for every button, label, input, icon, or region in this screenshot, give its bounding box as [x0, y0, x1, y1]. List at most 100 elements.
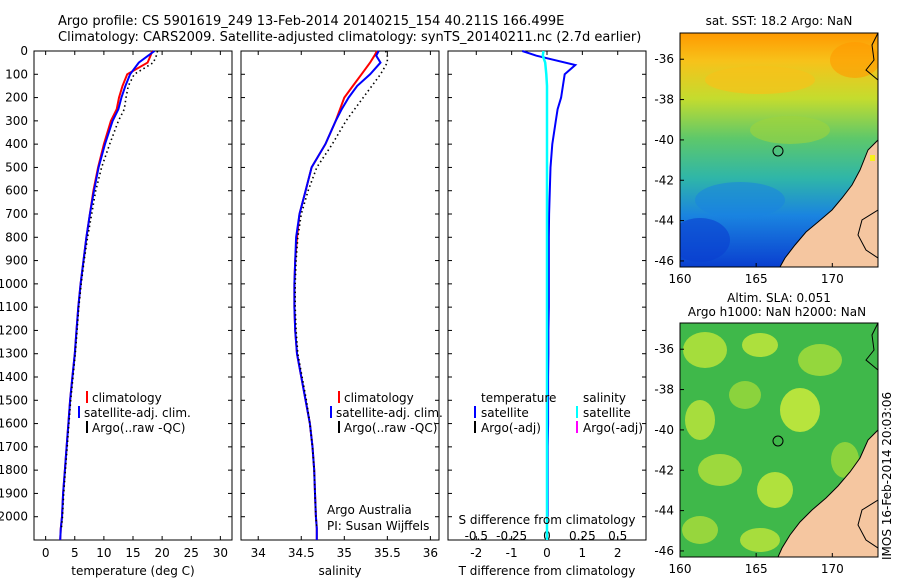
land-mass	[857, 499, 878, 549]
depth-tick-label: 1000	[0, 277, 28, 291]
lat-tick-label: -40	[654, 423, 674, 437]
lat-tick-label: -44	[654, 214, 674, 228]
land-mass	[857, 209, 878, 259]
argo-location-marker	[772, 435, 784, 447]
lat-tick-label: -46	[654, 254, 674, 268]
coastline	[865, 33, 878, 81]
lat-tick-label: -42	[654, 173, 674, 187]
legend-label: Argo(..raw -QC)	[344, 421, 437, 435]
legend-label: satellite-adj. clim.	[336, 406, 443, 420]
s-diff-tick-label: -0.25	[496, 529, 527, 543]
salinity-panel-frame	[240, 50, 440, 541]
x-tick-label: 30	[213, 546, 228, 560]
legend-swatch-argo	[338, 421, 340, 433]
lat-tick-label: -42	[654, 463, 674, 477]
argo-location-marker	[772, 145, 784, 157]
coastline	[865, 323, 878, 371]
depth-tick-label: 1500	[0, 393, 28, 407]
depth-tick-label: 400	[5, 137, 28, 151]
pi-note: PI: Susan Wijffels	[327, 519, 429, 533]
legend-label: satellite-adj. clim.	[84, 406, 191, 420]
depth-tick-label: 500	[5, 160, 28, 174]
lat-tick-label: -38	[654, 383, 674, 397]
x-tick-label: -2	[470, 546, 482, 560]
x-tick-label: 10	[96, 546, 111, 560]
sst-map-title: sat. SST: 18.2 Argo: NaN	[706, 14, 853, 28]
depth-tick-label: 1300	[0, 347, 28, 361]
x-tick-label: 15	[125, 546, 140, 560]
depth-tick-label: 2000	[0, 510, 28, 524]
depth-tick-label: 1600	[0, 417, 28, 431]
x-tick-label: 35	[337, 546, 352, 560]
climatology-title: Climatology: CARS2009. Satellite-adjuste…	[58, 30, 642, 45]
series-line-0	[59, 50, 154, 541]
depth-tick-label: 1800	[0, 463, 28, 477]
x-tick-label: 35.5	[374, 546, 401, 560]
legend-swatch-satellite	[78, 406, 80, 418]
legend-label: climatology	[344, 391, 414, 405]
lon-tick-label: 170	[821, 272, 844, 286]
x-tick-label: 0	[543, 546, 551, 560]
lat-tick-label: -36	[654, 52, 674, 66]
depth-tick-label: 800	[5, 230, 28, 244]
depth-tick-label: 700	[5, 207, 28, 221]
depth-tick-label: 1100	[0, 300, 28, 314]
series-line-0	[293, 50, 378, 540]
lon-tick-label: 165	[745, 562, 768, 576]
x-tick-label: 34.5	[288, 546, 315, 560]
legend-title-salinity: salinity	[583, 391, 626, 405]
x-tick-label: 34	[251, 546, 266, 560]
sla-map-frame	[679, 322, 879, 558]
salinity-legend: climatology satellite-adj. clim. Argo(..…	[330, 391, 443, 435]
lon-tick-label: 160	[669, 562, 692, 576]
legend-label: satellite	[481, 406, 529, 420]
legend-swatch-s-argo	[576, 421, 578, 433]
legend-label: climatology	[92, 391, 162, 405]
sla-map-axes: -36 -38 -40 -42 -44 -46 160 165 170	[654, 342, 843, 576]
temperature-legend: climatology satellite-adj. clim. Argo(..…	[78, 391, 191, 435]
lat-tick-label: -38	[654, 93, 674, 107]
sst-map-frame	[679, 32, 879, 268]
depth-tick-label: 600	[5, 184, 28, 198]
x-tick-label: 25	[184, 546, 199, 560]
s-diff-tick-label: -0.5	[465, 529, 488, 543]
lon-tick-label: 165	[745, 272, 768, 286]
depth-tick-label: 1700	[0, 440, 28, 454]
salinity-x-axis: 34 34.5 35 35.5 36	[251, 51, 438, 560]
salinity-series	[293, 50, 389, 540]
depth-tick-label: 0	[20, 44, 28, 58]
legend-label: Argo(-adj)	[481, 421, 541, 435]
depth-tick-label: 1900	[0, 486, 28, 500]
land-mass	[777, 429, 878, 557]
difference-series	[521, 50, 578, 540]
lat-tick-label: -40	[654, 133, 674, 147]
depth-tick-label: 300	[5, 114, 28, 128]
legend-swatch-climatology	[86, 391, 88, 403]
lon-tick-label: 170	[821, 562, 844, 576]
x-tick-label: 2	[614, 546, 622, 560]
legend-swatch-satellite	[330, 406, 332, 418]
depth-tick-label: 900	[5, 254, 28, 268]
s-diff-tick-label: 0.5	[608, 529, 627, 543]
lat-tick-label: -36	[654, 342, 674, 356]
difference-legend: temperature satellite Argo(-adj) salinit…	[474, 391, 643, 435]
legend-label: satellite	[583, 406, 631, 420]
depth-tick-label: 200	[5, 91, 28, 105]
lat-tick-label: -44	[654, 504, 674, 518]
series-line-0	[521, 50, 578, 517]
legend-swatch-t-satellite	[474, 406, 476, 418]
sst-map	[680, 33, 878, 267]
legend-label: Argo(-adj)	[583, 421, 643, 435]
temperature-x-label: temperature (deg C)	[71, 564, 194, 578]
difference-top-label: S difference from climatology	[459, 513, 636, 527]
series-line-2	[294, 50, 389, 529]
x-tick-label: 5	[71, 546, 79, 560]
legend-title-temperature: temperature	[481, 391, 556, 405]
legend-swatch-s-satellite	[576, 406, 578, 418]
temperature-series	[59, 50, 159, 541]
sst-map-axes: -36 -38 -40 -42 -44 -46 160 165 170	[654, 52, 843, 286]
series-line-1	[541, 50, 549, 540]
x-tick-label: -1	[506, 546, 518, 560]
salinity-x-label: salinity	[318, 564, 361, 578]
sla-map-subtitle: Argo h1000: NaN h2000: NaN	[688, 305, 866, 319]
